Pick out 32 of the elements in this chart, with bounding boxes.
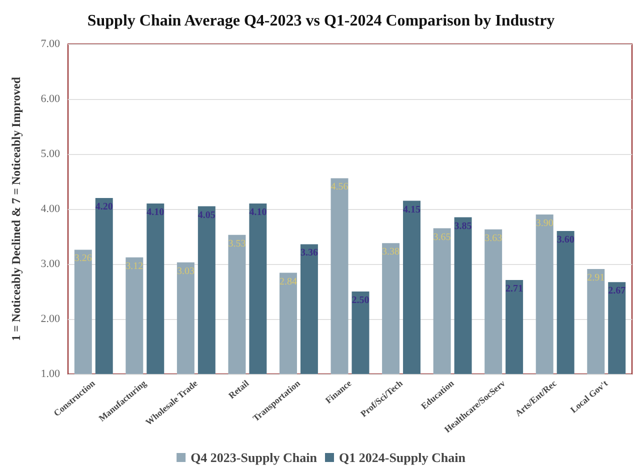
text: 4.10 bbox=[146, 207, 164, 218]
text: 3.26 bbox=[74, 253, 92, 264]
y-tick-label: 6.00 bbox=[40, 93, 60, 105]
text: 3.63 bbox=[484, 232, 502, 244]
legend-label: Q4 2023-Supply Chain bbox=[190, 450, 318, 465]
text: 4.20 bbox=[95, 202, 113, 212]
text: 2.71 bbox=[506, 283, 524, 294]
text: 3.36 bbox=[300, 248, 318, 259]
text: 3.85 bbox=[454, 220, 472, 232]
text: 3.38 bbox=[382, 246, 400, 258]
text: 4.05 bbox=[198, 210, 216, 221]
text: 4.15 bbox=[403, 204, 421, 216]
y-tick-label: 4.00 bbox=[40, 203, 60, 215]
text: 2.91 bbox=[587, 272, 605, 284]
text: 3.65 bbox=[433, 232, 451, 243]
y-axis-title: 1 = Noticeably Declined & 7 = Noticeably Improved bbox=[9, 76, 23, 342]
legend-label: Q1 2024-Supply Chain bbox=[339, 450, 466, 465]
text: 3.12 bbox=[126, 260, 144, 272]
text: 2.50 bbox=[352, 295, 370, 306]
y-tick-label: 3.00 bbox=[40, 258, 60, 270]
text: 3.03 bbox=[176, 266, 194, 277]
y-tick-label: 5.00 bbox=[40, 148, 60, 160]
text: 2.67 bbox=[608, 286, 626, 297]
text: 3.53 bbox=[228, 238, 246, 250]
text: 3.90 bbox=[536, 218, 554, 229]
text: 3.60 bbox=[556, 234, 574, 246]
y-tick-label: 1.00 bbox=[40, 368, 60, 380]
y-tick-label: 2.00 bbox=[40, 313, 60, 325]
y-tick-label: 7.00 bbox=[40, 38, 60, 50]
text: 4.56 bbox=[330, 182, 348, 193]
chart-title: Supply Chain Average Q4-2023 vs Q1-2024 Comparison by Industry bbox=[87, 12, 555, 30]
text: 2.84 bbox=[279, 276, 297, 288]
